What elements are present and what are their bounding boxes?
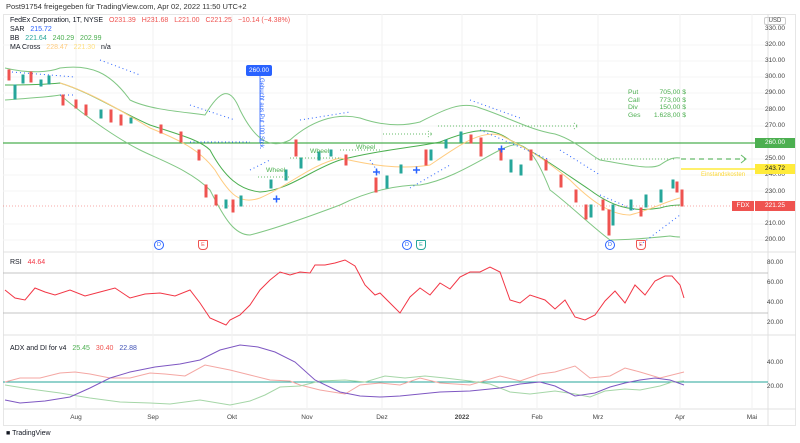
tradingview-logo-icon: ■: [6, 430, 11, 437]
bb-basis: 221.64: [25, 35, 47, 42]
time-tick: Sep: [147, 414, 159, 421]
cost-tag: 243.72: [755, 164, 795, 174]
currency-label[interactable]: USD: [764, 17, 786, 25]
call-value: 773,00 $: [659, 96, 686, 104]
put-label: Put: [628, 89, 639, 96]
dividend-marker[interactable]: D: [402, 240, 412, 250]
dividend-marker[interactable]: D: [605, 240, 615, 250]
cost-label[interactable]: Einstandskosten: [701, 172, 746, 178]
time-tick: Apr: [674, 414, 686, 421]
time-tick: Okt: [226, 414, 238, 421]
price-tick: 230.00: [765, 188, 785, 195]
adx-tick: 40.00: [766, 359, 784, 366]
sar-legend[interactable]: SAR 215.72: [10, 26, 56, 33]
high-value: H231.68: [141, 17, 169, 24]
wheel-label-1[interactable]: Wheel: [266, 167, 286, 174]
price-tick: 310.00: [765, 57, 785, 64]
chart-frame: [3, 14, 796, 426]
bb-legend[interactable]: BB 221.64 240.29 202.99: [10, 35, 105, 42]
ma-slow: 221.30: [73, 44, 96, 51]
time-tick: Mai: [746, 414, 758, 421]
ma-label: MA Cross: [10, 44, 41, 51]
close-value: C221.25: [205, 17, 232, 24]
price-tick: 200.00: [765, 236, 785, 243]
price-tick: 270.00: [765, 122, 785, 129]
bb-upper: 240.29: [52, 35, 75, 42]
time-tick: Nov: [301, 414, 313, 421]
share-header: Post91754 freigegeben für TradingView.co…: [6, 2, 247, 11]
adx-legend[interactable]: ADX and DI for v4 25.45 30.40 22.88: [10, 345, 141, 352]
adx-value: 22.88: [119, 345, 137, 352]
price-tick: 330.00: [765, 25, 785, 32]
symbol-name[interactable]: FedEx Corporation, 1T, NYSE: [10, 17, 103, 24]
call-label: Call: [628, 96, 640, 104]
price-tick: 290.00: [765, 89, 785, 96]
di-minus-value: 30.40: [95, 345, 114, 352]
note-price-label[interactable]: 260.00: [246, 65, 272, 76]
ges-value: 1.628,00 $: [653, 111, 686, 119]
change-value: −10.14 (−4.38%): [237, 17, 291, 24]
line-260-tag: 260.00: [755, 138, 795, 148]
price-tick: 240.00: [765, 171, 785, 178]
wheel-label-2[interactable]: Wheel: [310, 148, 330, 155]
symbol-tag: FDX: [732, 201, 754, 211]
price-tick: 320.00: [765, 41, 785, 48]
adx-label: ADX and DI for v4: [10, 345, 67, 352]
earnings-marker[interactable]: E: [198, 240, 208, 250]
put-value: 705,00 $: [659, 89, 686, 96]
open-value: O231.39: [108, 17, 136, 24]
earnings-marker[interactable]: E: [416, 240, 426, 250]
rsi-tick: 80.00: [766, 259, 784, 266]
rsi-tick: 40.00: [766, 299, 784, 306]
rsi-value: 44.64: [27, 259, 46, 266]
ma-legend[interactable]: MA Cross 228.47 221.30 n/a: [10, 44, 115, 51]
time-tick: 2022: [454, 414, 470, 421]
div-value: 150,00 $: [659, 104, 686, 111]
price-tick: 250.00: [765, 155, 785, 162]
income-summary[interactable]: Put 705,00 $ Call 773,00 $ Div 150,00 $ Ges…: [628, 89, 686, 119]
ma-fast: 228.47: [46, 44, 68, 51]
time-tick: Dez: [376, 414, 388, 421]
price-tick: 280.00: [765, 106, 785, 113]
rsi-tick: 20.00: [766, 319, 784, 326]
bb-label: BB: [10, 35, 20, 42]
div-label: Div: [628, 104, 638, 111]
earnings-marker[interactable]: E: [636, 240, 646, 250]
bb-lower: 202.99: [80, 35, 102, 42]
rsi-label: RSI: [10, 259, 22, 266]
rsi-legend[interactable]: RSI 44.64: [10, 259, 49, 266]
ma-na: n/a: [101, 44, 111, 51]
time-tick: Feb: [531, 414, 543, 421]
time-tick: Aug: [70, 414, 82, 421]
footer-brand[interactable]: ■ TradingView: [6, 430, 51, 437]
di-plus-value: 25.45: [72, 345, 90, 352]
sar-label: SAR: [10, 26, 25, 33]
low-value: L221.00: [174, 17, 200, 24]
adx-tick: 20.00: [766, 383, 784, 390]
last-price-tag: 221.25: [755, 201, 795, 211]
price-tick: 300.00: [765, 73, 785, 80]
time-tick: Mrz: [592, 414, 604, 421]
ges-label: Ges: [628, 111, 641, 119]
brand-name: TradingView: [12, 430, 51, 437]
wheel-label-3[interactable]: Wheel: [356, 144, 376, 151]
note-text[interactable]: Gebucht aus Put 100 Stck.: [258, 78, 264, 150]
rsi-tick: 60.00: [766, 279, 784, 286]
dividend-marker[interactable]: D: [154, 240, 164, 250]
price-tick: 210.00: [765, 220, 785, 227]
main-legend: FedEx Corporation, 1T, NYSE O231.39 H231…: [10, 17, 294, 24]
sar-value: 215.72: [30, 26, 52, 33]
